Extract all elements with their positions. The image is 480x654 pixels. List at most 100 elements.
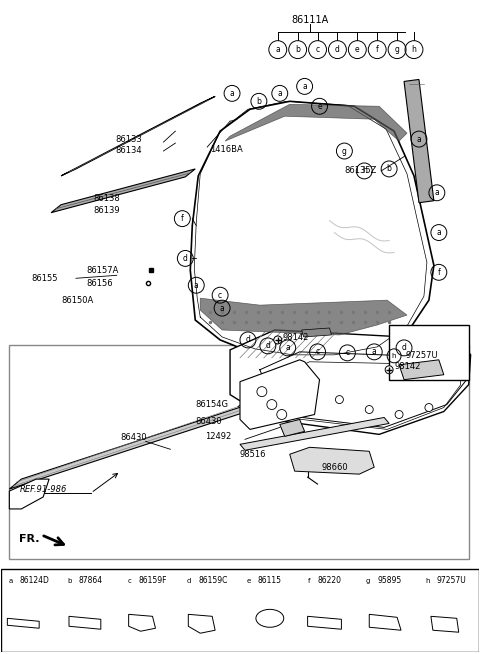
Text: 97257U: 97257U <box>405 351 438 360</box>
Bar <box>1 568 479 652</box>
Text: c: c <box>128 577 132 583</box>
Polygon shape <box>225 104 407 141</box>
Bar <box>389 325 468 380</box>
Text: g: g <box>342 146 347 156</box>
Text: 86156: 86156 <box>86 279 112 288</box>
Text: d: d <box>187 577 192 583</box>
Text: a: a <box>229 89 234 98</box>
Text: 86138: 86138 <box>94 194 120 203</box>
Text: 97257U: 97257U <box>437 576 467 585</box>
Text: 98660: 98660 <box>322 462 348 472</box>
Ellipse shape <box>256 610 284 627</box>
Text: 98142: 98142 <box>283 334 309 343</box>
Polygon shape <box>7 618 39 628</box>
Text: a: a <box>8 577 12 583</box>
Polygon shape <box>9 388 300 489</box>
Text: d: d <box>335 45 340 54</box>
Text: 86220: 86220 <box>318 576 342 585</box>
Polygon shape <box>188 614 215 633</box>
Text: a: a <box>277 89 282 98</box>
Text: f: f <box>181 214 184 223</box>
Polygon shape <box>9 479 49 509</box>
Text: c: c <box>345 349 349 357</box>
Text: a: a <box>417 135 421 144</box>
Text: 86115: 86115 <box>258 576 282 585</box>
Polygon shape <box>190 101 434 358</box>
Text: 98516: 98516 <box>240 450 266 458</box>
Text: FR.: FR. <box>19 534 40 543</box>
Text: 86430: 86430 <box>120 433 147 442</box>
Text: 95895: 95895 <box>377 576 401 585</box>
Text: 86155: 86155 <box>31 274 58 283</box>
Text: f: f <box>376 45 379 54</box>
Polygon shape <box>431 616 459 632</box>
Text: b: b <box>295 45 300 54</box>
Circle shape <box>306 386 313 394</box>
Polygon shape <box>399 360 444 380</box>
Text: a: a <box>372 347 377 356</box>
Text: 86133: 86133 <box>116 135 143 144</box>
Text: 86134: 86134 <box>116 146 143 154</box>
Text: c: c <box>315 347 320 356</box>
Text: c: c <box>315 45 320 54</box>
Text: 12492: 12492 <box>205 432 231 441</box>
Text: e: e <box>317 102 322 111</box>
Text: a: a <box>302 82 307 91</box>
Circle shape <box>336 396 343 404</box>
Polygon shape <box>369 614 401 630</box>
Text: f: f <box>437 268 440 277</box>
Text: REF.91-986: REF.91-986 <box>19 485 67 494</box>
Text: g: g <box>395 45 399 54</box>
Polygon shape <box>230 330 471 434</box>
Text: f: f <box>307 577 310 583</box>
Text: 98142: 98142 <box>394 362 420 371</box>
Text: 86124D: 86124D <box>19 576 49 585</box>
Text: h: h <box>411 45 417 54</box>
Text: e: e <box>247 577 251 583</box>
Text: b: b <box>387 164 392 173</box>
Text: a: a <box>436 228 441 237</box>
Polygon shape <box>301 328 332 337</box>
Text: 87864: 87864 <box>79 576 103 585</box>
Circle shape <box>425 404 433 411</box>
Text: a: a <box>194 281 199 290</box>
Circle shape <box>257 387 267 396</box>
Polygon shape <box>308 616 341 629</box>
Polygon shape <box>129 614 156 631</box>
Text: 86150A: 86150A <box>61 296 93 305</box>
Text: a: a <box>434 188 439 198</box>
Text: h: h <box>426 577 430 583</box>
Polygon shape <box>51 169 195 213</box>
Text: d: d <box>183 254 188 263</box>
Text: d: d <box>265 341 270 351</box>
Polygon shape <box>240 360 320 430</box>
Text: a: a <box>220 303 225 313</box>
Polygon shape <box>240 417 389 451</box>
Text: 86159F: 86159F <box>139 576 167 585</box>
Circle shape <box>277 409 287 419</box>
Text: 1416BA: 1416BA <box>210 145 243 154</box>
Polygon shape <box>290 447 374 474</box>
Text: b: b <box>256 97 261 106</box>
Text: a: a <box>276 45 280 54</box>
Text: h: h <box>362 166 367 175</box>
Bar <box>9 345 468 559</box>
Text: c: c <box>218 290 222 300</box>
Text: h: h <box>392 353 396 359</box>
Circle shape <box>267 400 277 409</box>
Polygon shape <box>69 616 101 629</box>
Text: 86430: 86430 <box>195 417 222 426</box>
Polygon shape <box>280 419 305 436</box>
Text: b: b <box>68 577 72 583</box>
Text: e: e <box>355 45 360 54</box>
Circle shape <box>274 336 282 344</box>
Text: a: a <box>285 343 290 353</box>
Polygon shape <box>404 79 434 203</box>
Text: d: d <box>245 336 251 345</box>
Polygon shape <box>200 298 407 335</box>
Text: d: d <box>402 343 407 353</box>
Circle shape <box>395 411 403 419</box>
Circle shape <box>365 405 373 413</box>
Polygon shape <box>61 96 215 176</box>
Text: 86157A: 86157A <box>86 266 118 275</box>
